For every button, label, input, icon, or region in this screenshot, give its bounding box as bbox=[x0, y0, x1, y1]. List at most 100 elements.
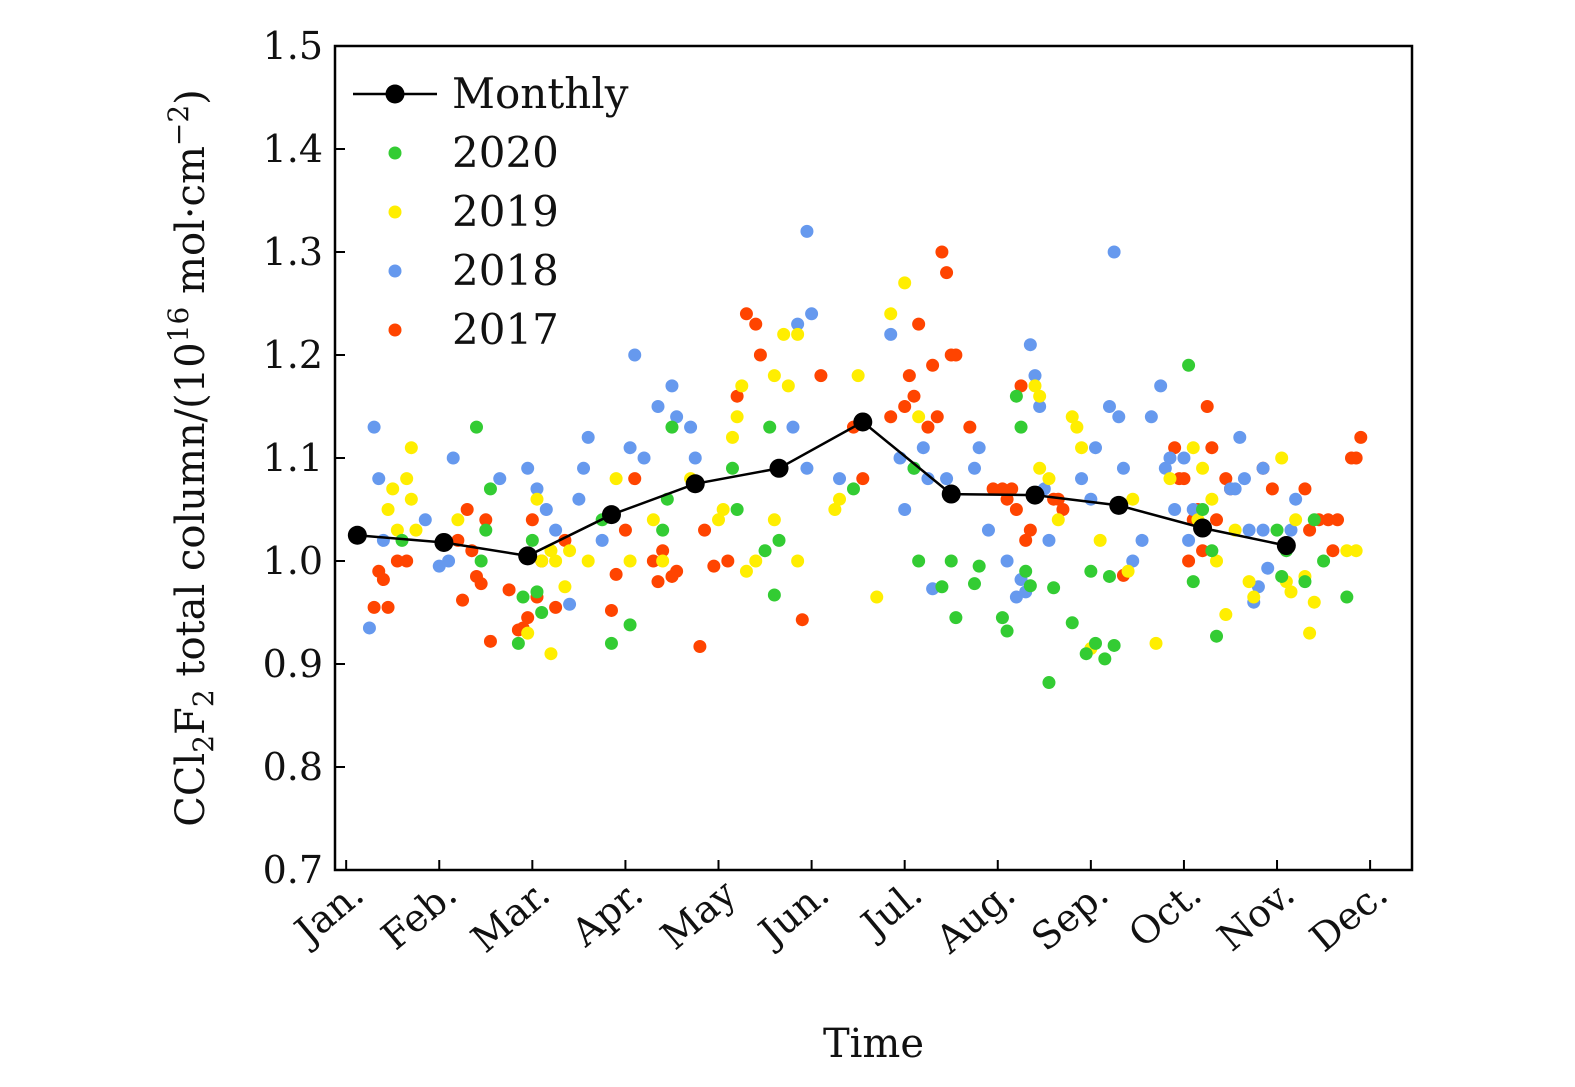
data-point-2019 bbox=[521, 626, 535, 640]
data-point-2017 bbox=[651, 575, 665, 589]
data-point-2019 bbox=[870, 590, 884, 604]
data-point-2020 bbox=[846, 482, 860, 496]
data-point-2020 bbox=[1182, 358, 1196, 372]
data-point-2020 bbox=[665, 420, 679, 434]
y-axis-title-part: ) bbox=[168, 89, 214, 105]
data-point-2020 bbox=[1102, 569, 1116, 583]
data-point-2019 bbox=[1349, 544, 1363, 558]
data-point-2019 bbox=[1219, 608, 1233, 622]
data-point-2019 bbox=[1247, 590, 1261, 604]
y-tick-label: 0.9 bbox=[263, 642, 323, 686]
data-point-2018 bbox=[446, 451, 460, 465]
data-point-2018 bbox=[1102, 400, 1116, 413]
data-point-2019 bbox=[535, 554, 549, 568]
data-point-2018 bbox=[898, 503, 912, 516]
data-point-2020 bbox=[1047, 581, 1061, 595]
data-point-2017 bbox=[628, 472, 642, 486]
data-point-2019 bbox=[828, 503, 842, 516]
data-point-2017 bbox=[1014, 379, 1028, 393]
scatter-points-layer bbox=[362, 224, 1368, 690]
data-point-2018 bbox=[1075, 472, 1089, 486]
data-point-2019 bbox=[781, 379, 795, 393]
data-point-2020 bbox=[995, 611, 1009, 625]
data-point-2018 bbox=[442, 554, 456, 568]
data-point-2019 bbox=[833, 492, 847, 506]
data-point-2020 bbox=[758, 544, 772, 558]
data-point-2017 bbox=[381, 600, 395, 614]
data-point-2019 bbox=[851, 369, 865, 383]
scatter-series-2018 bbox=[362, 224, 1303, 635]
data-point-2020 bbox=[395, 533, 409, 547]
data-point-2018 bbox=[916, 441, 930, 455]
data-point-2018 bbox=[1233, 430, 1247, 444]
data-point-2018 bbox=[833, 472, 847, 486]
data-point-2020 bbox=[604, 636, 618, 650]
data-point-2020 bbox=[1065, 616, 1079, 630]
data-point-2017 bbox=[940, 266, 954, 280]
data-point-2017 bbox=[1219, 472, 1233, 486]
data-point-2018 bbox=[786, 420, 800, 434]
legend-marker bbox=[388, 323, 402, 337]
y-axis-title: CCl2F2 total column/(1016 mol·cm−2) bbox=[162, 89, 220, 827]
y-tick-label: 1.4 bbox=[263, 127, 323, 171]
data-point-2019 bbox=[563, 544, 577, 558]
data-point-2020 bbox=[912, 554, 926, 568]
data-point-2019 bbox=[1093, 533, 1107, 547]
data-point-2018 bbox=[1182, 533, 1196, 547]
data-point-2018 bbox=[372, 472, 386, 486]
data-point-2020 bbox=[1019, 564, 1033, 578]
data-point-2017 bbox=[1182, 554, 1196, 568]
data-point-2019 bbox=[725, 430, 739, 444]
data-point-2018 bbox=[1242, 523, 1256, 537]
data-point-2020 bbox=[530, 585, 544, 599]
data-point-2017 bbox=[814, 369, 828, 383]
data-point-2017 bbox=[949, 348, 963, 362]
data-point-2018 bbox=[637, 451, 651, 465]
data-point-2020 bbox=[479, 523, 493, 537]
data-point-2020 bbox=[935, 580, 949, 594]
data-point-2017 bbox=[1200, 400, 1214, 413]
legend-marker bbox=[388, 205, 402, 219]
data-point-2019 bbox=[1242, 575, 1256, 589]
data-point-2019 bbox=[712, 513, 726, 527]
monthly-data-point bbox=[769, 458, 789, 478]
data-point-2017 bbox=[502, 583, 516, 597]
data-point-2017 bbox=[474, 577, 488, 591]
y-axis-title-part: F bbox=[168, 707, 214, 735]
x-tick-label: Dec. bbox=[1301, 871, 1395, 960]
data-point-2020 bbox=[763, 420, 777, 434]
data-point-2018 bbox=[1023, 338, 1037, 352]
y-tick-label: 1.5 bbox=[263, 24, 323, 68]
data-point-2017 bbox=[1023, 523, 1037, 537]
data-point-2019 bbox=[404, 441, 418, 455]
data-point-2020 bbox=[1317, 554, 1331, 568]
data-point-2019 bbox=[1126, 492, 1140, 506]
legend-label: 2020 bbox=[452, 128, 559, 177]
data-point-2020 bbox=[725, 461, 739, 475]
data-point-2019 bbox=[1284, 585, 1298, 599]
legend-entry: 2019 bbox=[388, 187, 559, 236]
data-point-2018 bbox=[688, 451, 702, 465]
data-point-2020 bbox=[1042, 676, 1056, 690]
data-point-2017 bbox=[1303, 523, 1317, 537]
data-point-2017 bbox=[1326, 544, 1340, 558]
data-point-2020 bbox=[535, 606, 549, 619]
data-point-2017 bbox=[400, 554, 414, 568]
data-point-2019 bbox=[1149, 636, 1163, 650]
data-point-2017 bbox=[456, 593, 470, 607]
data-point-2017 bbox=[367, 600, 381, 614]
data-point-2019 bbox=[1065, 410, 1079, 424]
data-point-2018 bbox=[1177, 451, 1191, 465]
data-point-2019 bbox=[409, 523, 423, 537]
data-point-2019 bbox=[767, 513, 781, 527]
y-tick-label: 1.1 bbox=[263, 436, 323, 480]
data-point-2017 bbox=[1205, 441, 1219, 455]
y-tick-label: 1.0 bbox=[263, 539, 323, 583]
data-point-2019 bbox=[739, 564, 753, 578]
data-point-2020 bbox=[623, 618, 637, 632]
data-point-2017 bbox=[549, 600, 563, 614]
data-point-2020 bbox=[1270, 523, 1284, 537]
monthly-data-point bbox=[518, 546, 538, 566]
legend-entry: 2018 bbox=[388, 246, 559, 295]
data-point-2017 bbox=[1056, 503, 1070, 516]
